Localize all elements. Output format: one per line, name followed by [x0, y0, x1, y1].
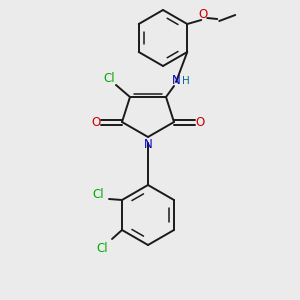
- Text: Cl: Cl: [96, 242, 108, 254]
- Text: H: H: [182, 76, 190, 86]
- Text: N: N: [172, 74, 180, 88]
- Text: O: O: [199, 8, 208, 20]
- Text: N: N: [144, 139, 152, 152]
- Text: O: O: [92, 116, 100, 128]
- Text: Cl: Cl: [92, 188, 104, 202]
- Text: O: O: [195, 116, 205, 128]
- Text: Cl: Cl: [103, 73, 115, 85]
